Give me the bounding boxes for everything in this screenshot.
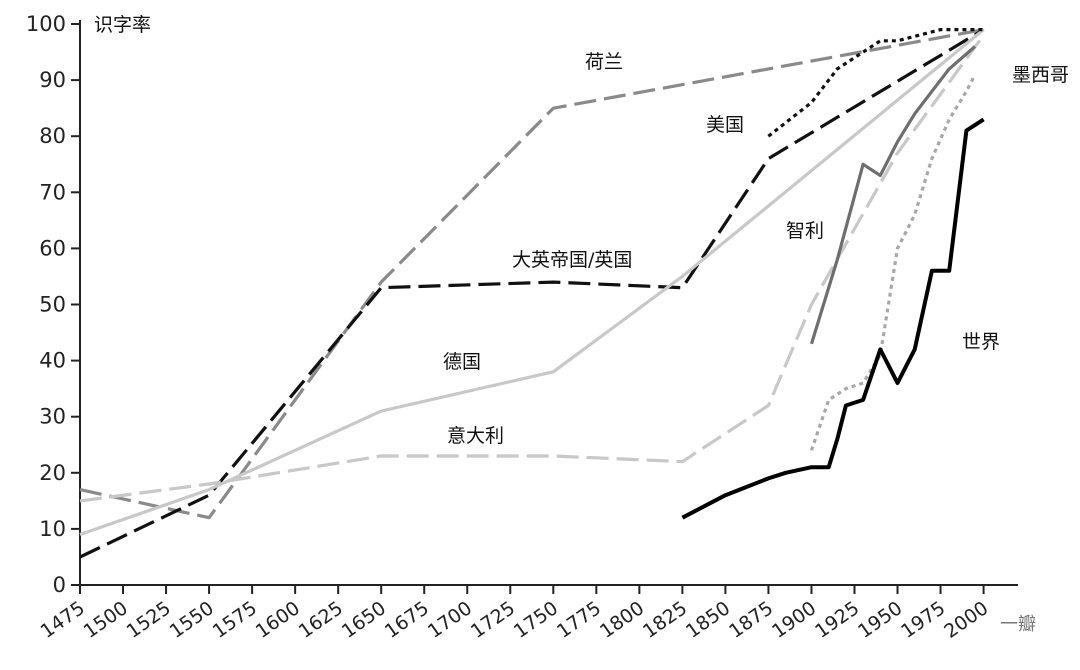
y-tick-label: 70 bbox=[39, 180, 66, 204]
x-tick-label: 1600 bbox=[252, 597, 304, 643]
x-tick-label: 1550 bbox=[166, 597, 218, 643]
x-tick-label: 1850 bbox=[682, 597, 734, 643]
y-tick-label: 30 bbox=[39, 405, 66, 429]
x-tick-label: 1700 bbox=[424, 597, 476, 643]
label-mexico: 墨西哥 bbox=[1012, 64, 1069, 86]
x-tick-label: 1500 bbox=[80, 597, 132, 643]
x-tick-label: 1675 bbox=[381, 597, 433, 643]
x-tick-label: 1625 bbox=[295, 597, 347, 643]
y-tick-labels: 0 10 20 30 40 50 60 70 80 90 100 bbox=[26, 12, 80, 597]
series-line-5 bbox=[767, 28, 984, 138]
y-tick-label: 20 bbox=[39, 461, 66, 485]
y-tick-label: 10 bbox=[39, 517, 66, 541]
x-tick-label: 1900 bbox=[768, 597, 820, 643]
y-tick-label: 50 bbox=[39, 293, 66, 317]
label-italy: 意大利 bbox=[447, 425, 504, 447]
y-tick-label: 40 bbox=[39, 349, 66, 373]
y-tick-label: 90 bbox=[39, 68, 66, 92]
x-tick-label: 1775 bbox=[553, 597, 605, 643]
x-tick-labels: 1475150015251550157516001625165016751700… bbox=[37, 585, 992, 643]
x-tick-label: 1475 bbox=[37, 597, 89, 643]
x-tick-label: 1950 bbox=[854, 597, 906, 643]
label-germany: 德国 bbox=[443, 351, 481, 373]
watermark-text: 一瓣 bbox=[1000, 614, 1036, 635]
y-tick-label: 100 bbox=[26, 12, 66, 36]
x-tick-label: 1800 bbox=[596, 597, 648, 643]
x-tick-label: 1650 bbox=[338, 597, 390, 643]
series-line-8 bbox=[681, 117, 985, 520]
x-tick-label: 1925 bbox=[811, 597, 863, 643]
series-line-1 bbox=[79, 28, 984, 520]
label-world: 世界 bbox=[962, 331, 1000, 353]
series-line-6 bbox=[809, 45, 977, 345]
series-line-4 bbox=[79, 34, 985, 503]
series-line-2 bbox=[79, 28, 985, 559]
y-tick-label: 60 bbox=[39, 236, 66, 260]
label-usa: 美国 bbox=[706, 114, 744, 136]
x-tick-label: 1875 bbox=[725, 597, 777, 643]
x-tick-label: 1525 bbox=[123, 597, 175, 643]
y-axis-label: 识字率 bbox=[94, 14, 151, 36]
label-chile: 智利 bbox=[786, 220, 824, 242]
x-tick-label: 1825 bbox=[639, 597, 691, 643]
x-tick-label: 2000 bbox=[940, 597, 992, 643]
series-line-7 bbox=[809, 73, 977, 451]
series-lines bbox=[79, 28, 985, 559]
label-netherlands: 荷兰 bbox=[585, 51, 623, 73]
x-tick-label: 1575 bbox=[209, 597, 261, 643]
x-tick-label: 1975 bbox=[897, 597, 949, 643]
y-tick-label: 80 bbox=[39, 124, 66, 148]
series-line-3 bbox=[79, 28, 985, 537]
label-britain-uk: 大英帝国/英国 bbox=[512, 249, 632, 271]
x-tick-label: 1750 bbox=[510, 597, 562, 643]
y-tick-label: 0 bbox=[53, 573, 66, 597]
x-tick-label: 1725 bbox=[467, 597, 519, 643]
